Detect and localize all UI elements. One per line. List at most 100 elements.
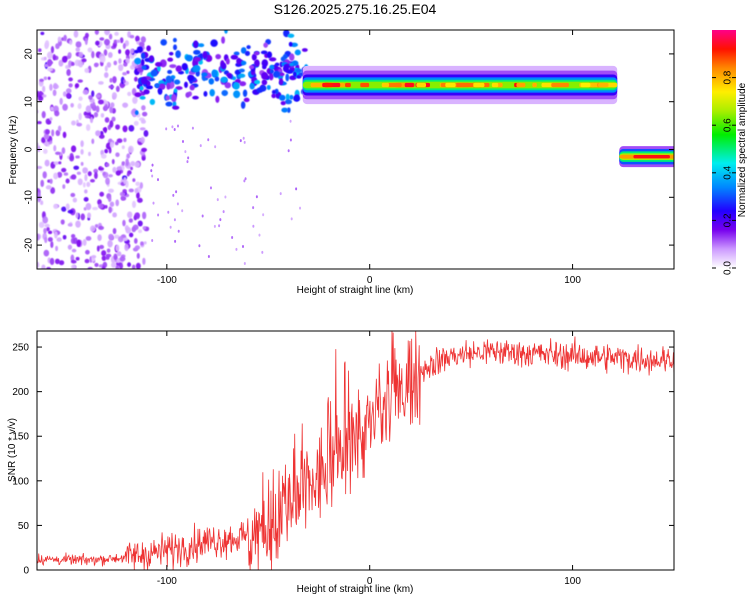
y-tick-label: -10 [24, 190, 35, 205]
cluster-point [175, 86, 183, 90]
cluster-point [238, 68, 245, 73]
noise-point [125, 226, 132, 234]
noise-point [60, 219, 65, 225]
noise-point [295, 187, 298, 191]
noise-point [40, 200, 44, 206]
cluster-point [192, 95, 199, 100]
noise-point [187, 156, 190, 160]
noise-point [91, 138, 95, 145]
noise-point [49, 178, 53, 185]
noise-point [89, 116, 94, 124]
cluster-point [172, 37, 177, 43]
noise-point [115, 170, 122, 176]
cluster-point [256, 87, 264, 93]
noise-point [96, 245, 100, 252]
noise-point [46, 227, 50, 232]
cluster-point [154, 61, 163, 67]
noise-point [97, 203, 104, 209]
cluster-point [165, 75, 172, 84]
noise-point [58, 161, 62, 165]
noise-point [84, 68, 90, 74]
noise-point [115, 199, 120, 207]
noise-point [118, 262, 124, 269]
noise-point [42, 171, 47, 179]
noise-point [94, 224, 99, 228]
x-tick-label: -100 [157, 576, 177, 587]
cluster-point [181, 63, 188, 71]
noise-point [216, 198, 219, 202]
noise-point [43, 56, 47, 61]
noise-point [116, 138, 123, 144]
cluster-point [134, 92, 142, 98]
noise-point [65, 178, 70, 184]
noise-point [98, 134, 105, 139]
noise-point [138, 229, 143, 234]
x-tick-label: 0 [367, 275, 373, 286]
noise-point [90, 178, 95, 183]
cluster-point [168, 51, 174, 56]
noise-point [98, 81, 104, 85]
cluster-point [242, 89, 248, 98]
noise-point [231, 235, 234, 239]
noise-point [88, 95, 93, 100]
noise-point [101, 255, 107, 261]
noise-point [70, 259, 77, 264]
cluster-point [285, 73, 290, 82]
cluster-point [170, 75, 176, 80]
noise-point [261, 250, 264, 254]
noise-point [106, 61, 112, 68]
noise-point [85, 236, 92, 241]
noise-point [119, 83, 126, 87]
noise-point [122, 79, 126, 84]
noise-point [39, 78, 45, 82]
noise-point [113, 60, 118, 66]
noise-point [134, 161, 140, 168]
noise-point [141, 111, 148, 117]
cluster-point [208, 78, 215, 85]
cluster-point [261, 59, 269, 67]
noise-point [75, 155, 80, 159]
noise-point [126, 70, 130, 75]
cluster-point [134, 110, 139, 116]
noise-point [106, 248, 111, 253]
cluster-point [140, 52, 146, 60]
noise-point [181, 139, 184, 143]
cluster-point [240, 47, 247, 54]
cluster-point [185, 54, 193, 62]
noise-point [47, 237, 53, 242]
noise-point [88, 151, 91, 157]
noise-point [43, 227, 47, 234]
main-tone-peak [598, 82, 608, 88]
noise-point [140, 241, 144, 246]
cluster-point [284, 99, 292, 105]
noise-point [122, 72, 127, 76]
noise-point [111, 158, 115, 165]
noise-point [126, 153, 131, 159]
noise-point [99, 130, 104, 136]
noise-point [128, 124, 135, 132]
cluster-point [143, 89, 150, 95]
noise-point [115, 152, 120, 158]
y-tick-label: 20 [24, 48, 35, 60]
noise-point [59, 97, 63, 105]
noise-point [100, 113, 105, 118]
noise-point [134, 188, 139, 194]
noise-point [87, 47, 93, 53]
cluster-point [173, 44, 178, 51]
noise-point [47, 60, 54, 65]
noise-point [141, 147, 147, 152]
noise-point [78, 59, 84, 68]
noise-point [65, 88, 72, 94]
noise-point [54, 110, 60, 117]
noise-point [127, 262, 132, 267]
cluster-point [287, 33, 295, 38]
noise-point [152, 201, 155, 205]
noise-point [169, 225, 172, 229]
noise-point [78, 112, 82, 121]
noise-point [85, 105, 92, 113]
noise-point [101, 250, 107, 257]
noise-point [43, 133, 50, 140]
noise-point [171, 125, 174, 129]
noise-point [75, 256, 80, 261]
y-tick-label: -20 [24, 237, 35, 252]
